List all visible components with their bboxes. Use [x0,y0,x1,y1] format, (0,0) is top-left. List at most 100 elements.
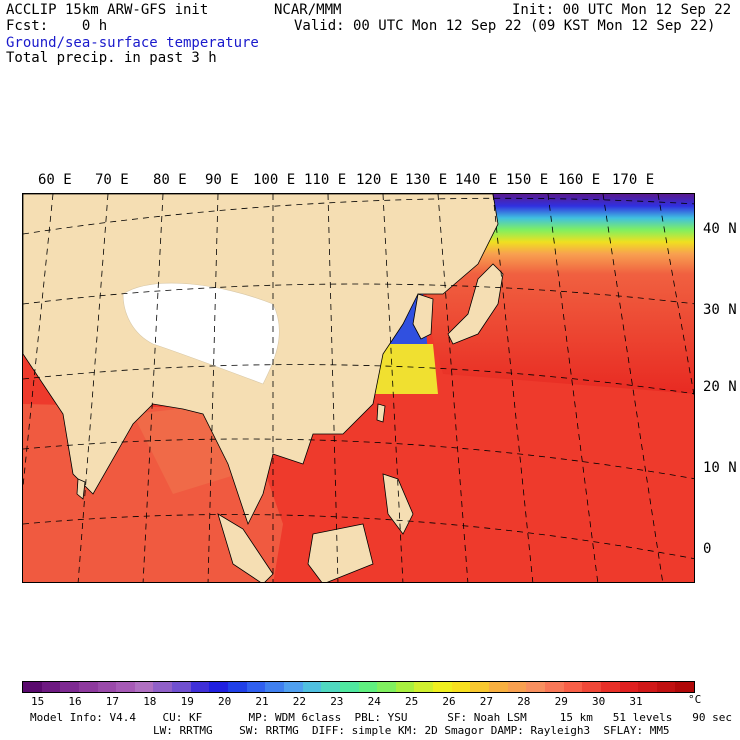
model-info-line2: LW: RRTMG SW: RRTMG DIFF: simple KM: 2D … [153,724,670,737]
color-scale-swatch [321,682,340,692]
borneo-island [307,523,374,582]
color-scale-swatch [78,682,98,692]
color-scale-tick: 24 [367,695,381,708]
longitude-label: 140 E [455,172,498,188]
longitude-label: 130 E [405,172,448,188]
color-scale-tick: 31 [629,695,643,708]
latitude-label: 0 [703,541,712,557]
field-title-primary: Ground/sea-surface temperature [6,35,259,51]
sumatra-island [217,513,274,582]
philippine-islands [382,473,414,535]
color-scale-swatch [97,682,117,692]
color-scale-swatch [172,682,191,692]
color-scale-swatch [582,682,601,692]
color-scale-tick: 15 [31,695,45,708]
color-scale-swatch [209,682,229,692]
color-scale-tick: 28 [517,695,531,708]
color-scale-swatch [433,682,452,692]
sri-lanka-island [76,478,86,500]
color-scale-swatch [246,682,266,692]
color-scale-tick: 22 [292,695,307,708]
color-scale-tick: 23 [330,695,344,708]
color-scale-swatch [656,682,676,692]
taiwan-island [376,403,386,423]
color-scale-swatch [675,682,695,692]
color-scale-swatch [507,682,527,692]
color-scale-swatch [190,682,210,692]
model-info-line1: Model Info: V4.4 CU: KF MP: WDM 6class P… [30,711,732,724]
color-scale-swatch [23,682,42,692]
parallel-line [23,197,694,235]
color-scale-swatch [265,682,284,692]
color-scale-unit: °C [688,693,702,706]
color-scale-swatch [377,682,396,692]
longitude-label: 160 E [558,172,601,188]
longitude-label: 90 E [205,172,239,188]
longitude-label: 170 E [612,172,655,188]
tibetan-plateau [122,282,280,385]
color-scale-swatch [638,682,657,692]
longitude-label: 110 E [304,172,347,188]
parallel-line [23,514,694,560]
japan-islands [447,263,504,345]
color-scale-swatch [116,682,135,692]
latitude-label: 10 N [703,460,737,476]
color-scale-swatch [600,682,620,692]
color-scale-swatch [339,682,359,692]
color-scale-tick: 25 [405,695,419,708]
color-scale-swatch [358,682,378,692]
latitude-label: 20 N [703,379,737,395]
longitude-label: 120 E [356,172,399,188]
color-scale-tick: 19 [180,695,194,708]
graticule [23,194,694,582]
color-scale-swatch [134,682,154,692]
color-scale-tick: 26 [442,695,456,708]
color-scale-swatch [41,682,61,692]
latitude-label: 40 N [703,221,737,237]
color-scale-swatch [302,682,322,692]
color-scale-swatch [228,682,247,692]
korea-peninsula [412,293,434,340]
color-scale-swatch [470,682,490,692]
color-scale-swatch [60,682,79,692]
color-scale-tick: 16 [68,695,82,708]
forecast-hour: Fcst: 0 h [6,18,108,34]
color-scale-tick: 30 [592,695,606,708]
color-scale-swatch [395,682,415,692]
valid-time: Valid: 00 UTC Mon 12 Sep 22 (09 KST Mon … [294,18,716,34]
longitude-label: 70 E [95,172,129,188]
color-scale-tick: 29 [554,695,568,708]
longitude-label: 80 E [153,172,187,188]
longitude-label: 60 E [38,172,72,188]
color-scale-swatch [489,682,508,692]
longitude-label: 100 E [253,172,296,188]
color-scale-tick: 21 [255,695,269,708]
parallel-line [23,438,694,480]
color-scale-swatch [619,682,639,692]
northwest-pacific-gradient [423,194,694,394]
color-scale-swatch [153,682,173,692]
source-label: NCAR/MMM [274,2,342,18]
longitude-label: 150 E [506,172,549,188]
color-scale-swatch [451,682,471,692]
run-title: ACCLIP 15km ARW-GFS init [6,2,209,18]
color-scale-bar [22,681,695,693]
latitude-label: 30 N [703,302,737,318]
color-scale-tick: 27 [479,695,494,708]
color-scale-swatch [544,682,564,692]
parallel-line [23,283,694,305]
init-time: Init: 00 UTC Mon 12 Sep 22 [512,2,732,18]
sst-map [22,193,695,583]
field-title-secondary: Total precip. in past 3 h [6,50,217,66]
color-scale-swatch [414,682,434,692]
color-scale-swatch [563,682,583,692]
map-canvas [23,194,694,582]
color-scale-tick: 17 [105,695,120,708]
color-scale-swatch [283,682,303,692]
color-scale-tick: 18 [143,695,157,708]
color-scale-swatch [526,682,545,692]
meridian-line [657,194,694,397]
east-china-sea-field [368,344,438,394]
parallel-line [23,364,694,395]
color-scale-tick: 20 [218,695,232,708]
